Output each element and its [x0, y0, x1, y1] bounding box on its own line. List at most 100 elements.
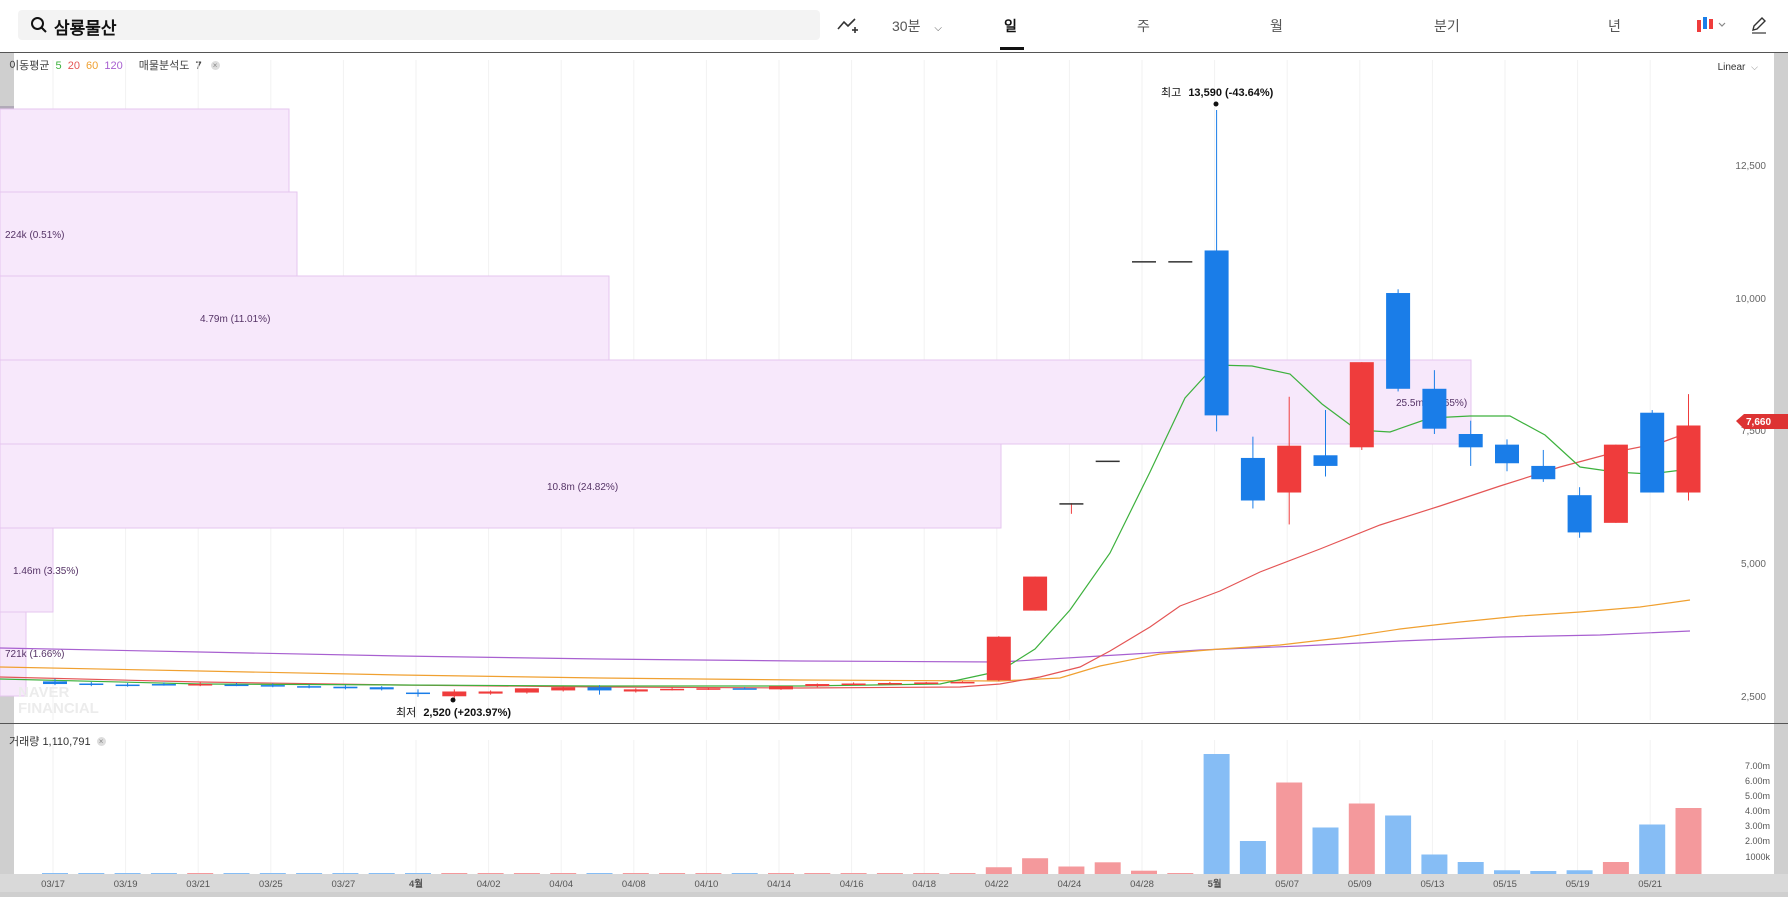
candle-body	[442, 691, 467, 697]
chevron-down-icon: ⌵	[1751, 62, 1758, 72]
volume-bar	[1421, 854, 1448, 874]
volume-value: 1,110,791	[42, 736, 91, 748]
date-axis-label: 4월	[409, 878, 423, 890]
date-axis-label: 04/24	[1058, 879, 1082, 890]
candle-body	[1132, 261, 1156, 263]
candle-body	[1495, 444, 1519, 464]
ma-period-60: 60	[86, 60, 99, 72]
candle-body	[1204, 250, 1229, 416]
volume-profile-bar	[0, 527, 54, 613]
volume-bar	[405, 873, 431, 874]
volume-profile-bar	[0, 359, 1472, 445]
volume-bar	[1239, 841, 1266, 874]
date-axis-labels: 03/17 03/19 03/21 03/25 03/27 4월 04/02 04/04 04/…	[41, 878, 1662, 890]
candle-body	[587, 687, 612, 691]
chevron-down-icon: ⌵	[934, 23, 942, 34]
volume-bar	[1530, 871, 1557, 874]
tab-week[interactable]: 주	[1137, 18, 1150, 34]
volume-bar	[731, 873, 758, 874]
search-input[interactable]: 삼룡물산	[18, 10, 820, 40]
volume-bar	[296, 873, 323, 874]
candle-body	[43, 681, 67, 685]
scale-mode-toggle[interactable]: Linear ⌵	[1718, 62, 1758, 73]
volume-header: 거래량 1,110,791 ×	[9, 733, 106, 749]
high-point	[1213, 101, 1219, 107]
candle-body	[551, 687, 576, 691]
date-axis-label: 03/19	[114, 879, 138, 890]
price-axis-label: 2,500	[1741, 692, 1766, 703]
current-price-value: 7,660	[1746, 417, 1771, 428]
volume-bar	[804, 873, 831, 874]
ma20-line	[0, 431, 1691, 689]
candle-body	[1640, 412, 1665, 493]
candle-body	[260, 685, 285, 687]
ma-period-5: 5	[55, 60, 62, 72]
volume-axis-label: 4.00m	[1745, 806, 1770, 816]
volume-profile-label: 224k (0.51%)	[5, 230, 64, 241]
volume-bar	[876, 873, 903, 874]
date-axis-label: 04/08	[622, 879, 646, 890]
pencil-icon[interactable]	[1749, 15, 1769, 35]
chart-type-icon[interactable]	[1695, 15, 1729, 35]
volume-bar	[1131, 870, 1157, 874]
volume-profile-bar	[0, 443, 1002, 529]
date-axis-label: 03/27	[332, 879, 356, 890]
volume-chart[interactable]: 7.00m 6.00m 5.00m 4.00m 3.00m 2.00m 1000…	[0, 724, 1788, 874]
volume-bar	[1566, 870, 1593, 874]
volume-bar	[840, 873, 867, 874]
price-chart[interactable]: 224k (0.51%) 4.79m (11.01%) 25.5m (58.65…	[0, 52, 1788, 722]
active-tab-indicator	[1000, 47, 1024, 50]
volume-bar	[550, 873, 577, 874]
candle-body	[514, 688, 539, 693]
volume-bars	[42, 754, 1702, 874]
date-axis-label: 05/19	[1566, 879, 1590, 890]
volume-bar	[659, 873, 686, 874]
volume-bar	[1203, 754, 1230, 874]
interval-label: 30분	[892, 18, 921, 34]
volume-axis-label: 1000k	[1745, 852, 1770, 862]
tab-month[interactable]: 월	[1270, 18, 1283, 34]
date-axis-label: 03/25	[259, 879, 283, 890]
volume-bar	[622, 873, 649, 874]
price-axis-label: 7,500	[1741, 426, 1766, 437]
date-axis-label: 03/21	[186, 879, 210, 890]
volume-profile-bar	[0, 108, 290, 193]
candle-body	[297, 686, 322, 688]
volume-bar	[150, 873, 177, 874]
candle-body	[1386, 293, 1411, 389]
close-icon[interactable]: ×	[96, 737, 106, 746]
drawing-tool-icon[interactable]	[836, 15, 860, 35]
volume-axis-label: 6.00m	[1745, 776, 1770, 786]
volume-bar	[259, 873, 286, 874]
search-value: 삼룡물산	[54, 19, 117, 38]
pane-separator[interactable]	[0, 723, 1788, 724]
search-icon	[31, 17, 47, 33]
volume-bar	[332, 873, 359, 874]
ma-label: 이동평균	[9, 60, 50, 72]
candle-body	[732, 688, 757, 690]
candles	[43, 110, 1701, 699]
volume-bar	[1675, 808, 1702, 874]
volume-bar	[187, 873, 214, 874]
volume-profile-label: 1.46m (3.35%)	[13, 566, 79, 577]
volume-bar	[368, 873, 395, 874]
date-axis-label: 04/10	[695, 879, 719, 890]
volume-profile: 224k (0.51%) 4.79m (11.01%) 25.5m (58.65…	[0, 108, 1472, 697]
tab-quarter[interactable]: 분기	[1434, 18, 1460, 34]
volume-bar	[42, 873, 68, 874]
candle-body	[1168, 261, 1193, 263]
volume-axis-label: 2.00m	[1745, 836, 1770, 846]
interval-select[interactable]: 30분 ⌵	[892, 16, 942, 36]
high-value: 13,590 (-43.64%)	[1188, 87, 1273, 99]
tab-day[interactable]: 일	[1004, 18, 1017, 34]
candle-body	[986, 636, 1011, 681]
date-axis-label: 04/16	[840, 879, 864, 890]
candle-body	[877, 682, 902, 685]
candle-body	[1676, 425, 1701, 493]
candle-body	[1095, 460, 1120, 463]
close-icon[interactable]: ×	[210, 61, 220, 70]
volume-bar	[1639, 824, 1666, 874]
volume-profile-label: 10.8m (24.82%)	[547, 482, 618, 493]
tab-year[interactable]: 년	[1608, 18, 1621, 34]
ma-period-20: 20	[67, 60, 80, 72]
